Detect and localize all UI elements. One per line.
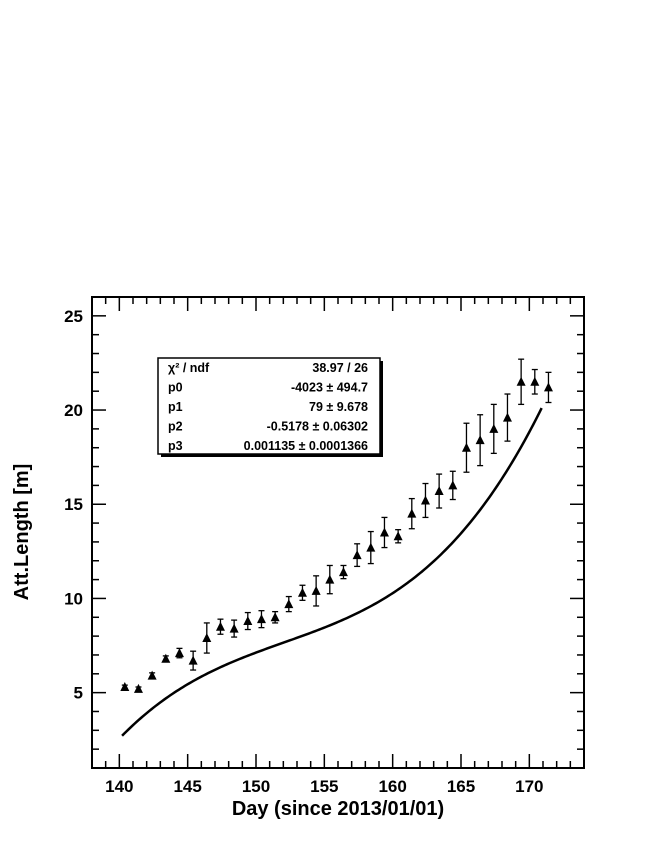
x-tick-label: 170 — [515, 777, 543, 796]
data-point — [502, 412, 512, 422]
fit-curve — [121, 407, 543, 737]
data-point — [516, 376, 526, 386]
data-point — [188, 655, 198, 665]
data-point — [311, 585, 321, 595]
data-point — [147, 670, 157, 680]
y-tick-label: 5 — [74, 684, 83, 703]
y-tick-label: 15 — [64, 495, 83, 514]
data-point — [543, 382, 553, 392]
data-point — [448, 480, 458, 490]
data-point — [379, 527, 389, 537]
y-tick-label: 10 — [64, 589, 83, 608]
data-point — [420, 495, 430, 505]
y-axis-title: Att.Length [m] — [11, 464, 33, 601]
data-point — [256, 614, 266, 624]
data-point — [284, 599, 294, 609]
data-point — [297, 587, 307, 597]
data-point — [461, 442, 471, 452]
data-point — [407, 508, 417, 518]
data-point — [434, 486, 444, 496]
stats-box-frame — [157, 357, 381, 455]
stats-label: p1 — [168, 400, 183, 414]
x-tick-label: 145 — [173, 777, 201, 796]
data-point — [215, 621, 225, 631]
x-tick-labels: 140 145 150 155 160 165 170 — [105, 777, 543, 796]
data-point — [475, 435, 485, 445]
stats-value: 0.001135 ± 0.0001366 — [244, 439, 368, 453]
stats-value: 38.97 / 26 — [312, 361, 368, 375]
data-point — [393, 531, 403, 541]
data-point — [366, 542, 376, 552]
data-point — [338, 567, 348, 577]
data-point — [174, 648, 184, 658]
stats-value: -0.5178 ± 0.06302 — [267, 420, 368, 434]
x-axis-title: Day (since 2013/01/01) — [232, 798, 444, 820]
y-tick-label: 20 — [64, 401, 83, 420]
stats-label: p0 — [168, 381, 183, 395]
data-point — [489, 423, 499, 433]
stats-value: -4023 ± 494.7 — [291, 381, 368, 395]
x-tick-label: 155 — [310, 777, 338, 796]
data-point — [325, 574, 335, 584]
y-tick-label: 25 — [64, 307, 83, 326]
x-axis — [91, 297, 585, 768]
stats-label: p2 — [168, 420, 183, 434]
data-point — [229, 623, 239, 633]
data-point — [270, 612, 280, 622]
y-axis — [92, 296, 584, 769]
data-point — [120, 681, 130, 691]
data-point — [161, 653, 171, 663]
x-tick-label: 150 — [242, 777, 270, 796]
x-tick-label: 165 — [447, 777, 475, 796]
stats-value: 79 ± 9.678 — [309, 400, 368, 414]
stats-box: χ² / ndf 38.97 / 26 p0 -4023 ± 494.7 p1 79 ± … — [157, 357, 383, 457]
stats-label: p3 — [168, 439, 183, 453]
data-point — [352, 550, 362, 560]
data-point — [243, 616, 253, 626]
data-point — [202, 633, 212, 643]
data-point — [133, 683, 143, 693]
data-points — [120, 358, 553, 693]
y-tick-labels: 5 10 15 20 25 — [64, 307, 83, 703]
x-tick-label: 140 — [105, 777, 133, 796]
data-point — [530, 376, 540, 386]
x-tick-label: 160 — [378, 777, 406, 796]
stats-label: χ² / ndf — [168, 361, 210, 375]
